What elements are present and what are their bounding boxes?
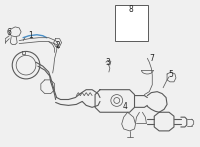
Text: 2: 2 (55, 41, 60, 50)
Text: 1: 1 (29, 31, 33, 40)
Text: 7: 7 (150, 54, 155, 63)
Text: 5: 5 (169, 70, 173, 80)
Text: 8: 8 (128, 5, 133, 14)
Text: 4: 4 (122, 102, 127, 111)
Bar (115, 5, 148, 41)
Text: 6: 6 (7, 28, 12, 37)
Text: 3: 3 (105, 58, 110, 67)
